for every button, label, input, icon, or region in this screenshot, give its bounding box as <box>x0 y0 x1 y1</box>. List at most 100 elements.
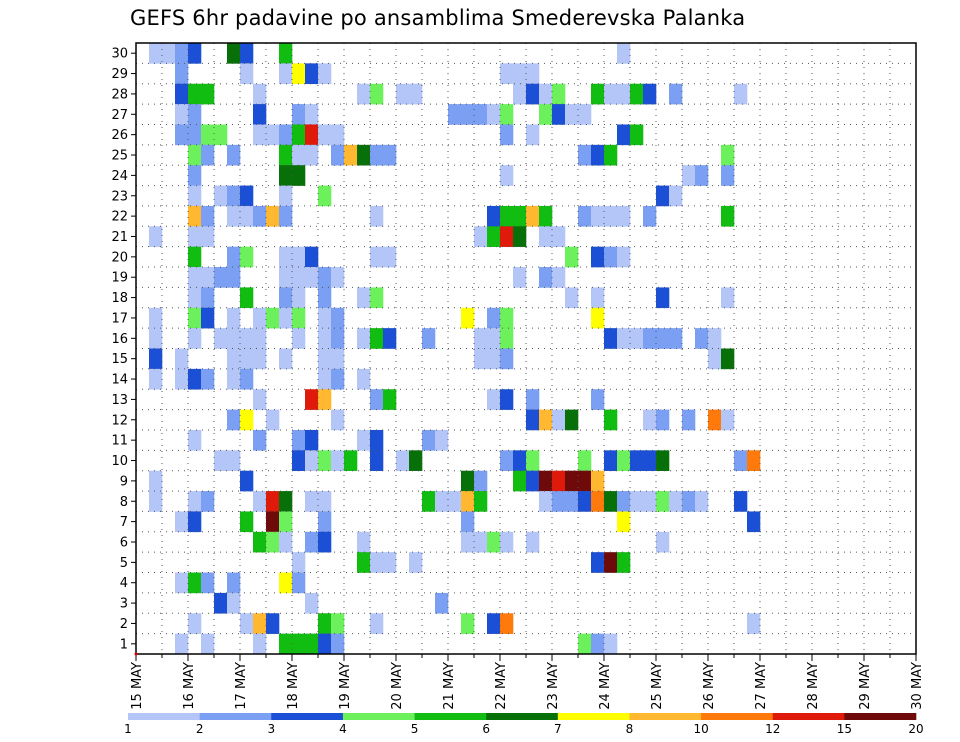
heatmap-cell <box>539 226 553 247</box>
heatmap-cell <box>526 531 540 553</box>
heatmap-cell <box>149 470 163 492</box>
legend-swatch <box>701 713 774 720</box>
heatmap-cell <box>253 613 267 634</box>
y-tick-label: 30 <box>111 47 128 62</box>
heatmap-cell <box>500 63 514 85</box>
heatmap-cell <box>695 491 709 512</box>
heatmap-cell <box>656 491 670 512</box>
heatmap-cell <box>357 531 371 553</box>
heatmap-cell <box>604 491 618 512</box>
heatmap-cell <box>201 124 215 146</box>
heatmap-cell <box>149 328 163 349</box>
heatmap-cell <box>253 307 267 329</box>
heatmap-cell <box>578 144 592 166</box>
heatmap-cell <box>318 63 332 85</box>
heatmap-cell <box>565 470 579 492</box>
heatmap-cell <box>500 348 514 370</box>
heatmap-cell <box>292 633 306 655</box>
heatmap-cell <box>383 144 397 166</box>
heatmap-cell <box>227 592 241 614</box>
heatmap-cell <box>474 104 488 125</box>
heatmap-cell <box>188 165 202 186</box>
heatmap-cell <box>188 83 202 105</box>
heatmap-cell <box>201 368 215 390</box>
heatmap-cell <box>201 633 215 655</box>
heatmap-cell <box>500 104 514 125</box>
y-tick-label: 6 <box>120 535 128 550</box>
heatmap-cell <box>318 124 332 146</box>
heatmap-cell <box>526 63 540 85</box>
heatmap-cell <box>461 104 475 125</box>
heatmap-cell <box>292 63 306 85</box>
y-tick-label: 16 <box>111 332 128 347</box>
heatmap-cell <box>175 368 189 390</box>
x-tick-label: 21 MAY <box>442 662 457 710</box>
heatmap-cell <box>539 470 553 492</box>
heatmap-cell <box>604 144 618 166</box>
heatmap-cell <box>331 307 345 329</box>
y-tick-label: 15 <box>111 352 128 367</box>
heatmap-cell <box>539 491 553 512</box>
y-tick-label: 3 <box>120 597 128 612</box>
heatmap-cell <box>279 185 293 207</box>
heatmap-cell <box>643 328 657 349</box>
heatmap-cell <box>240 613 254 634</box>
heatmap-cell <box>279 348 293 370</box>
heatmap-cell <box>474 491 488 512</box>
heatmap-cell <box>357 83 371 105</box>
heatmap-cell <box>227 144 241 166</box>
heatmap-cell <box>292 429 306 451</box>
heatmap-cell <box>552 409 566 431</box>
grid-lines <box>136 43 916 654</box>
heatmap-cell <box>305 63 319 85</box>
heatmap-cell <box>500 307 514 329</box>
heatmap-cell <box>188 307 202 329</box>
heatmap-cell <box>240 185 254 207</box>
heatmap-cell <box>292 246 306 268</box>
heatmap-cells <box>149 43 761 655</box>
heatmap-cell <box>344 144 358 166</box>
heatmap-cell <box>617 511 631 533</box>
heatmap-cell <box>175 633 189 655</box>
heatmap-cell <box>591 246 605 268</box>
heatmap-cell <box>175 104 189 125</box>
heatmap-cell <box>617 205 631 227</box>
heatmap-cell <box>526 389 540 410</box>
heatmap-cell <box>292 104 306 125</box>
y-tick-label: 7 <box>120 515 128 530</box>
heatmap-cell <box>149 226 163 247</box>
heatmap-cell <box>240 470 254 492</box>
heatmap-cell <box>669 185 683 207</box>
heatmap-cell <box>266 307 280 329</box>
heatmap-cell <box>318 511 332 533</box>
heatmap-cell <box>305 429 319 451</box>
heatmap-cell <box>318 307 332 329</box>
heatmap-cell <box>188 572 202 594</box>
heatmap-cell <box>643 491 657 512</box>
heatmap-cell <box>305 389 319 410</box>
legend-swatch <box>414 713 487 720</box>
heatmap-cell <box>474 226 488 247</box>
heatmap-cell <box>643 450 657 471</box>
heatmap-cell <box>721 348 735 370</box>
heatmap-cell <box>604 633 618 655</box>
heatmap-cell <box>526 470 540 492</box>
heatmap-cell <box>318 633 332 655</box>
heatmap-cell <box>682 491 696 512</box>
heatmap-cell <box>331 328 345 349</box>
y-tick-label: 11 <box>111 434 128 449</box>
heatmap-cell <box>201 491 215 512</box>
heatmap-cell <box>500 389 514 410</box>
heatmap-cell <box>331 144 345 166</box>
heatmap-cell <box>253 205 267 227</box>
heatmap-cell <box>175 348 189 370</box>
heatmap-cell <box>305 144 319 166</box>
heatmap-cell <box>565 104 579 125</box>
heatmap-cell <box>240 246 254 268</box>
heatmap-cell <box>227 307 241 329</box>
heatmap-cell <box>175 83 189 105</box>
heatmap-cell <box>721 165 735 186</box>
heatmap-cell <box>513 63 527 85</box>
heatmap-cell <box>578 450 592 471</box>
heatmap-cell <box>487 226 501 247</box>
